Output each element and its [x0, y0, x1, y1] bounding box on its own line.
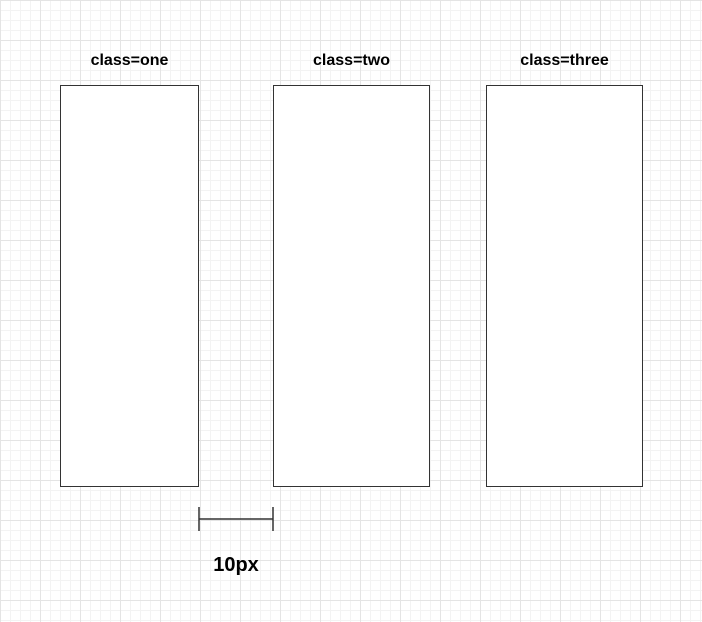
box-two-label: class=two — [313, 52, 390, 69]
box-one[interactable] — [60, 85, 199, 487]
box-one-label: class=one — [90, 52, 169, 69]
box-two[interactable] — [273, 85, 430, 487]
gap-dimension-label: 10px — [213, 554, 259, 576]
gap-dimension-line — [198, 507, 274, 531]
box-three[interactable] — [486, 85, 643, 487]
box-three-label: class=three — [520, 52, 609, 69]
